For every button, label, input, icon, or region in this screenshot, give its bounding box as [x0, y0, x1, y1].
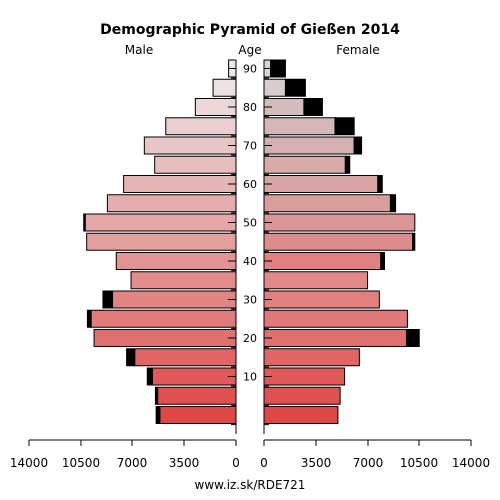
age-label: Age	[238, 43, 261, 57]
male-bar-45-49	[86, 232, 237, 251]
age-tick-label: 90	[243, 63, 257, 76]
x-tick-label: 7000	[353, 456, 384, 470]
female-surplus-85-89	[284, 78, 306, 97]
male-surplus-50-54	[83, 213, 86, 232]
male-surplus-30-34	[102, 290, 114, 309]
age-tick-label: 60	[243, 178, 257, 191]
male-surplus-5-9	[154, 386, 159, 405]
male-bar-30-34	[112, 290, 237, 309]
male-label: Male	[125, 43, 153, 57]
female-label: Female	[336, 43, 379, 57]
x-tick-label: 7000	[117, 456, 148, 470]
male-surplus-10-14	[146, 367, 153, 386]
female-surplus-90+	[270, 59, 286, 78]
x-tick-label: 0	[232, 456, 240, 470]
age-tick-label: 30	[243, 294, 257, 307]
age-tick-label: 20	[243, 332, 257, 345]
female-surplus-80-84	[303, 98, 323, 116]
male-bar-10-14	[151, 367, 237, 386]
age-tick-label: 80	[243, 101, 257, 114]
x-tick-label: 10500	[400, 456, 438, 470]
female-bar-15-19	[263, 348, 360, 367]
male-bar-55-59	[106, 194, 237, 213]
male-bar-85-89	[212, 78, 237, 97]
female-bar-35-39	[263, 271, 368, 290]
male-surplus-25-29	[86, 309, 92, 328]
female-surplus-20-24	[406, 329, 420, 347]
male-bar-5-9	[157, 386, 237, 405]
female-surplus-60-64	[377, 175, 383, 193]
age-tick-label: 10	[243, 371, 257, 384]
male-bars	[83, 59, 237, 424]
age-tick-label: 70	[243, 140, 257, 153]
x-tick-label: 3500	[169, 456, 200, 470]
female-bar-40-44	[263, 252, 382, 270]
age-tick-label: 50	[243, 217, 257, 230]
female-surplus-45-49	[412, 232, 416, 251]
male-bar-0-4	[159, 406, 237, 424]
female-surplus-75-79	[334, 117, 355, 136]
male-bar-35-39	[130, 271, 237, 290]
male-bar-65-69	[154, 155, 237, 174]
female-bar-25-29	[263, 309, 408, 328]
male-bar-25-29	[90, 309, 237, 328]
female-surplus-70-74	[353, 136, 363, 155]
x-ticks: 14000 10500 7000 3500 0 3500 7000 10500 14000 0	[10, 440, 490, 470]
x-tick-label: 14000	[10, 456, 48, 470]
female-bar-10-14	[263, 367, 346, 386]
female-surplus-65-69	[344, 155, 351, 174]
female-bars	[263, 59, 420, 424]
female-bar-50-54	[263, 213, 416, 232]
male-surplus-0-4	[155, 406, 161, 424]
female-bar-45-49	[263, 232, 414, 251]
age-tick-label: 40	[243, 255, 257, 268]
female-bar-5-9	[263, 386, 341, 405]
male-bar-20-24	[93, 329, 237, 347]
female-bar-60-64	[263, 175, 379, 193]
female-bar-0-4	[263, 406, 339, 424]
male-bar-75-79	[165, 117, 237, 136]
male-bar-50-54	[84, 213, 237, 232]
male-bar-15-19	[134, 348, 237, 367]
male-bar-60-64	[123, 175, 237, 193]
female-bar-70-74	[263, 136, 355, 155]
female-bar-75-79	[263, 117, 336, 136]
male-surplus-15-19	[126, 348, 136, 367]
female-bar-55-59	[263, 194, 391, 213]
chart-title: Demographic Pyramid of Gießen 2014	[100, 22, 400, 38]
source-label: www.iz.sk/RDE721	[195, 478, 306, 492]
x-tick-label: 10500	[62, 456, 100, 470]
male-bar-70-74	[143, 136, 237, 155]
age-ticks: 10 20 30 40 50 60 70 80 90	[228, 63, 272, 426]
female-surplus-55-59	[389, 194, 397, 213]
x-tick-label: 0	[260, 456, 268, 470]
female-surplus-40-44	[380, 252, 386, 270]
female-bar-85-89	[263, 78, 286, 97]
male-bar-40-44	[115, 252, 237, 270]
x-tick-label: 3500	[301, 456, 332, 470]
x-tick-label: 14000	[452, 456, 490, 470]
female-bar-30-34	[263, 290, 380, 309]
female-bar-20-24	[263, 329, 408, 347]
female-bar-65-69	[263, 155, 346, 174]
